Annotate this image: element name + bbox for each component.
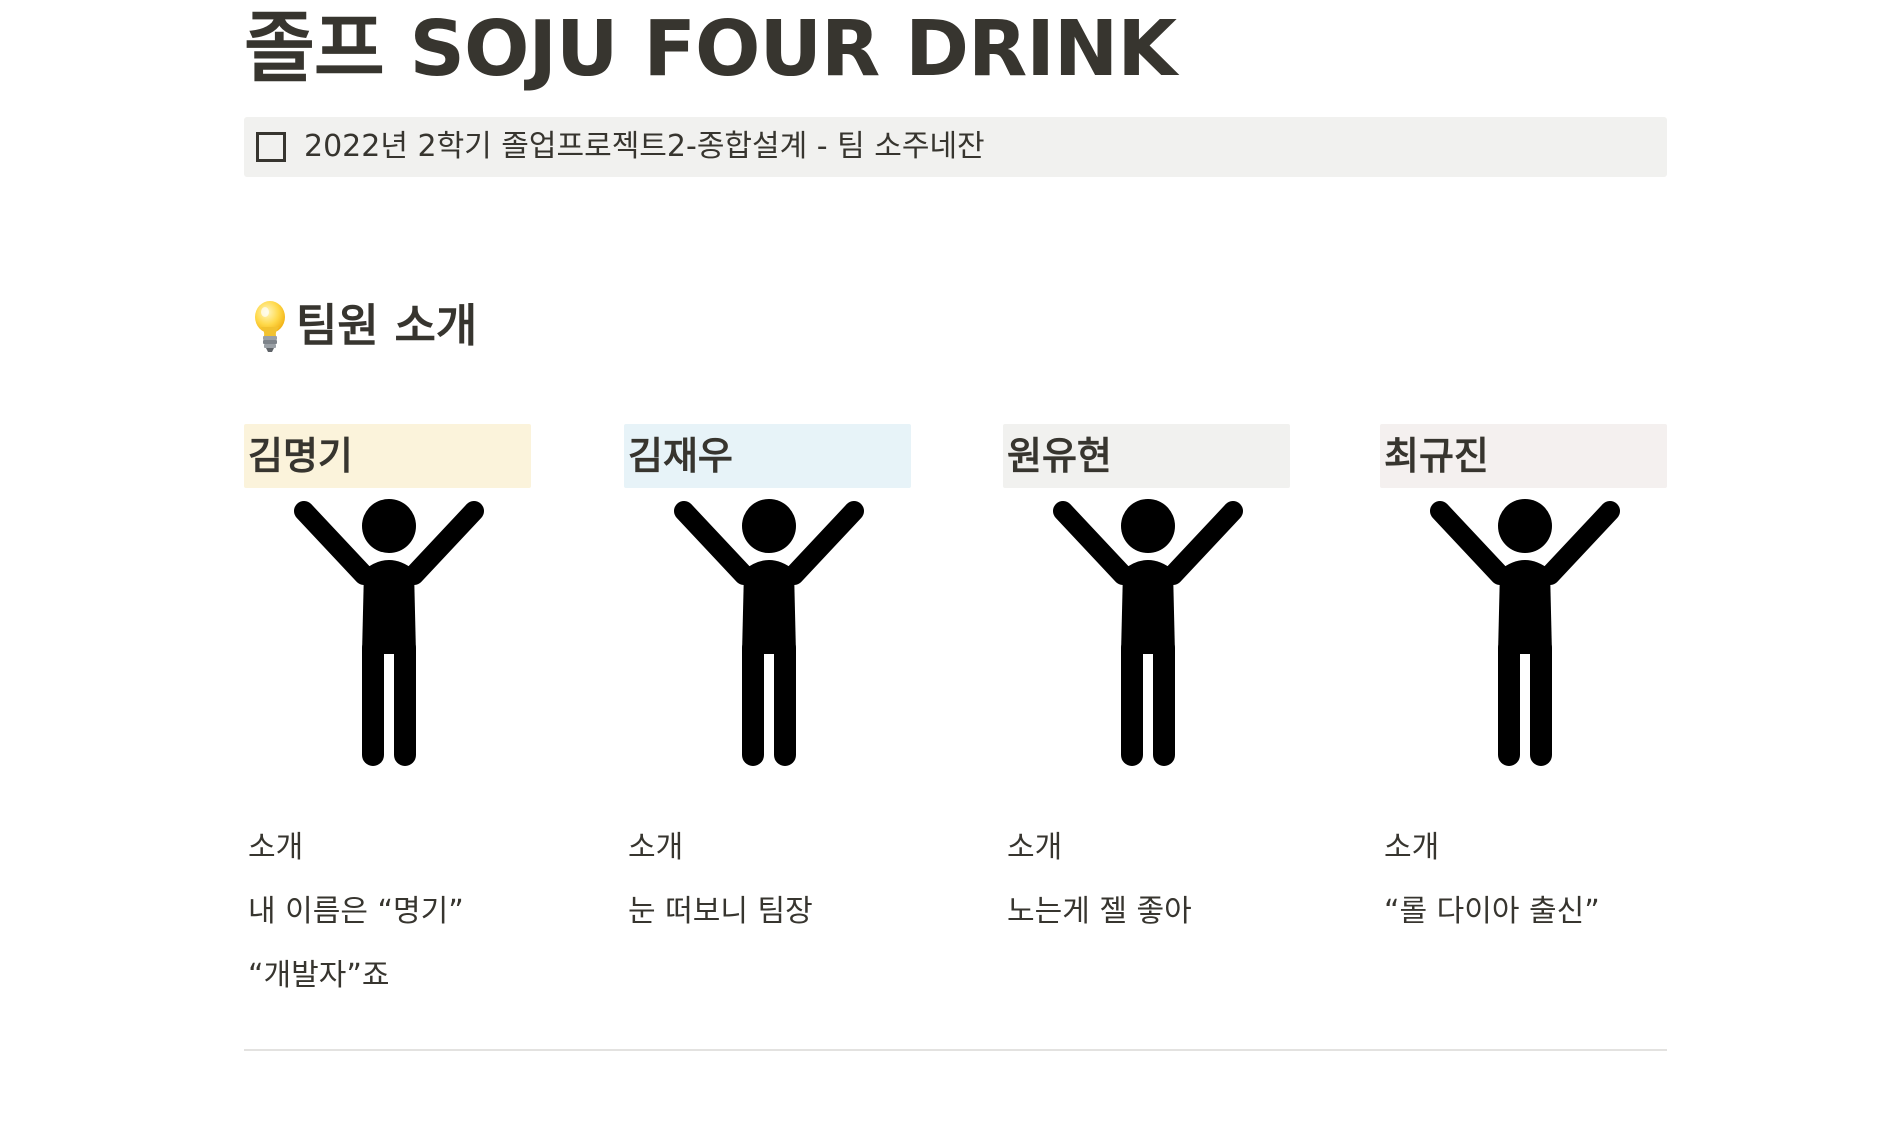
- callout-block: 2022년 2학기 졸업프로젝트2-종합설계 - 팀 소주네잔: [244, 117, 1667, 177]
- page-title: 졸프 SOJU FOUR DRINK: [244, 5, 1177, 94]
- member-intro-line: 눈 떠보니 팀장: [628, 894, 813, 929]
- person-icon: [294, 499, 484, 766]
- callout-text: 2022년 2학기 졸업프로젝트2-종합설계 - 팀 소주네잔: [304, 129, 985, 164]
- person-icon: [1430, 499, 1620, 766]
- member-intro-line: “개발자”죠: [248, 958, 390, 993]
- section-heading: 팀원 소개: [244, 296, 477, 356]
- member-intro-label: 소개: [248, 830, 304, 865]
- member-card: 최규진 소개 “롤 다이아 출신”: [1380, 424, 1667, 1024]
- member-intro-label: 소개: [628, 830, 684, 865]
- divider: [244, 1049, 1667, 1051]
- member-intro-line: 내 이름은 “명기”: [248, 894, 464, 929]
- member-card: 김재우 소개 눈 떠보니 팀장: [624, 424, 911, 1024]
- member-card: 원유현 소개 노는게 젤 좋아: [1003, 424, 1290, 1024]
- member-name: 최규진: [1380, 424, 1667, 488]
- member-intro-line: “롤 다이아 출신”: [1384, 894, 1600, 929]
- member-name: 김재우: [624, 424, 911, 488]
- checkbox-icon[interactable]: [256, 132, 286, 162]
- member-intro-line: 노는게 젤 좋아: [1007, 894, 1192, 929]
- person-icon: [1053, 499, 1243, 766]
- member-intro-label: 소개: [1384, 830, 1440, 865]
- section-heading-text: 팀원 소개: [296, 299, 478, 352]
- member-card: 김명기 소개 내 이름은 “명기” “개발자”죠: [244, 424, 531, 1024]
- person-icon: [674, 499, 864, 766]
- member-intro-label: 소개: [1007, 830, 1063, 865]
- member-name: 원유현: [1003, 424, 1290, 488]
- member-name: 김명기: [244, 424, 531, 488]
- member-columns: 김명기 소개 내 이름은 “명기” “개발자”죠 김재우: [244, 424, 1667, 1024]
- lightbulb-icon: [255, 301, 285, 352]
